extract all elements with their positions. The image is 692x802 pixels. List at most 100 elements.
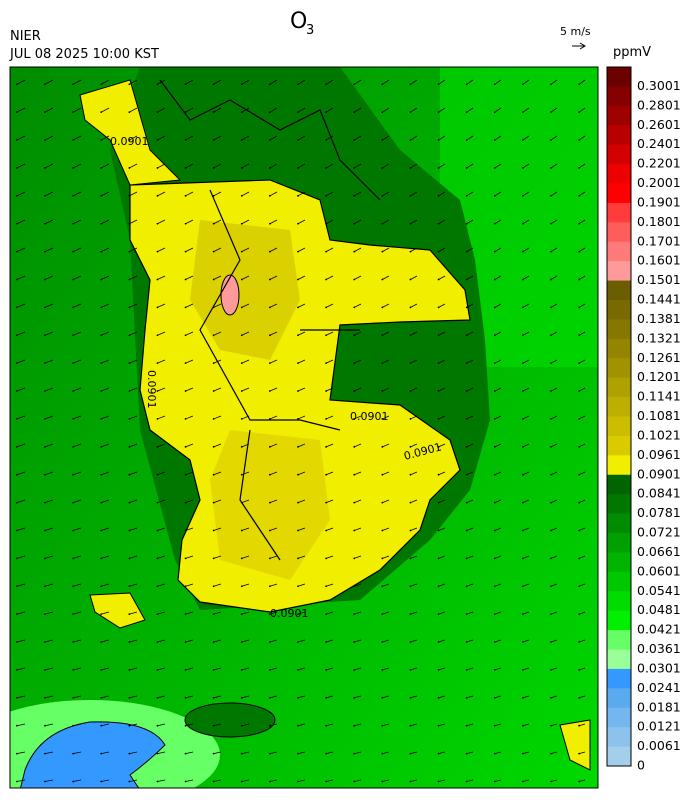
wind-arrowhead <box>16 696 18 699</box>
wind-arrowhead <box>44 83 46 86</box>
wind-arrowhead <box>212 445 215 448</box>
wind-arrow <box>101 583 110 587</box>
wind-arrow <box>382 751 390 754</box>
wind-arrow <box>241 527 250 531</box>
wind-arrow <box>129 555 138 559</box>
wind-arrowhead <box>353 641 356 643</box>
colorbar-label: 0.0841 <box>637 486 681 501</box>
wind-arrowhead <box>381 306 384 309</box>
wind-arrow <box>213 275 222 280</box>
wind-arrow <box>325 499 334 503</box>
wind-arrow <box>522 471 530 476</box>
wind-arrow <box>578 135 586 141</box>
wind-arrowhead <box>212 585 215 588</box>
wind-arrow <box>410 583 418 587</box>
wind-arrow <box>213 527 222 531</box>
wind-arrow <box>72 303 82 308</box>
wind-arrow <box>579 639 586 643</box>
wind-arrow <box>73 527 82 531</box>
wind-arrowhead <box>44 641 46 643</box>
wind-arrow <box>73 555 82 559</box>
wind-arrowhead <box>437 250 440 253</box>
wind-arrow <box>382 331 390 336</box>
wind-arrow <box>185 667 194 671</box>
wind-arrowhead <box>269 334 271 337</box>
wind-arrowhead <box>578 334 581 337</box>
wind-arrow <box>522 555 530 559</box>
wind-arrowhead <box>550 669 552 671</box>
wind-arrowhead <box>212 641 215 643</box>
wind-arrowhead <box>44 334 46 337</box>
wind-arrow <box>241 275 250 280</box>
wind-arrowhead <box>325 250 328 253</box>
wind-arrow <box>213 387 222 392</box>
wind-arrow <box>550 527 558 531</box>
wind-arrow <box>241 471 250 476</box>
wind-arrow <box>157 723 166 727</box>
wind-arrow <box>550 667 558 671</box>
wind-arrow <box>578 471 586 476</box>
wind-arrowhead <box>550 752 552 755</box>
wind-arrow <box>354 471 362 476</box>
wind-arrow <box>129 471 138 476</box>
wind-arrow <box>269 751 278 754</box>
wind-arrow <box>438 163 446 169</box>
wind-arrowhead <box>44 194 46 197</box>
wind-arrow <box>466 471 474 476</box>
wind-arrowhead <box>212 473 215 476</box>
wind-arrowhead <box>44 167 46 169</box>
wind-arrow <box>466 275 474 280</box>
wind-arrowhead <box>353 222 356 225</box>
wind-arrow <box>522 667 530 671</box>
wind-arrow <box>269 247 278 252</box>
wind-arrowhead <box>437 473 440 476</box>
wind-arrowhead <box>465 641 468 643</box>
wind-arrow <box>213 639 222 643</box>
wind-arrow <box>44 359 54 364</box>
wind-arrow <box>494 667 502 671</box>
wind-arrow <box>16 583 26 587</box>
wind-arrow <box>129 779 138 782</box>
wind-arrowhead <box>269 473 271 476</box>
wind-arrowhead <box>550 111 552 114</box>
wind-arrow <box>16 303 26 308</box>
wind-arrow <box>101 331 110 336</box>
wind-arrow <box>522 499 530 503</box>
wind-arrowhead <box>100 752 103 755</box>
wind-arrowhead <box>16 167 18 169</box>
wind-arrowhead <box>156 585 159 588</box>
wind-arrowhead <box>184 501 187 504</box>
colorbar-segment <box>607 397 631 417</box>
wind-arrowhead <box>269 641 271 643</box>
wind-arrowhead <box>522 111 524 114</box>
wind-arrow <box>157 779 166 782</box>
wind-arrowhead <box>409 390 412 392</box>
wind-arrow <box>157 107 166 113</box>
wind-arrow <box>213 415 222 420</box>
wind-arrowhead <box>16 445 18 448</box>
wind-arrow <box>297 499 306 503</box>
wind-arrowhead <box>128 641 131 643</box>
wind-arrow <box>325 275 334 280</box>
wind-arrow <box>101 639 110 643</box>
wind-arrowhead <box>409 139 412 141</box>
wind-arrow <box>44 387 54 392</box>
wind-arrow <box>410 723 418 727</box>
wind-arrowhead <box>72 139 75 141</box>
wind-arrowhead <box>353 83 356 86</box>
wind-arrowhead <box>409 167 412 169</box>
wind-arrow <box>494 135 502 141</box>
colorbar-segment <box>607 435 631 456</box>
wind-arrow <box>297 667 306 671</box>
wind-arrow <box>579 779 586 782</box>
wind-arrowhead <box>550 362 552 365</box>
wind-arrow <box>550 555 558 559</box>
colorbar-label: 0.1801 <box>637 214 681 229</box>
wind-arrowhead <box>156 83 159 86</box>
wind-arrowhead <box>240 418 243 420</box>
wind-arrowhead <box>44 362 46 365</box>
wind-arrowhead <box>297 724 299 727</box>
wind-arrow <box>522 387 530 392</box>
wind-arrowhead <box>184 390 187 392</box>
wind-arrowhead <box>128 222 131 225</box>
